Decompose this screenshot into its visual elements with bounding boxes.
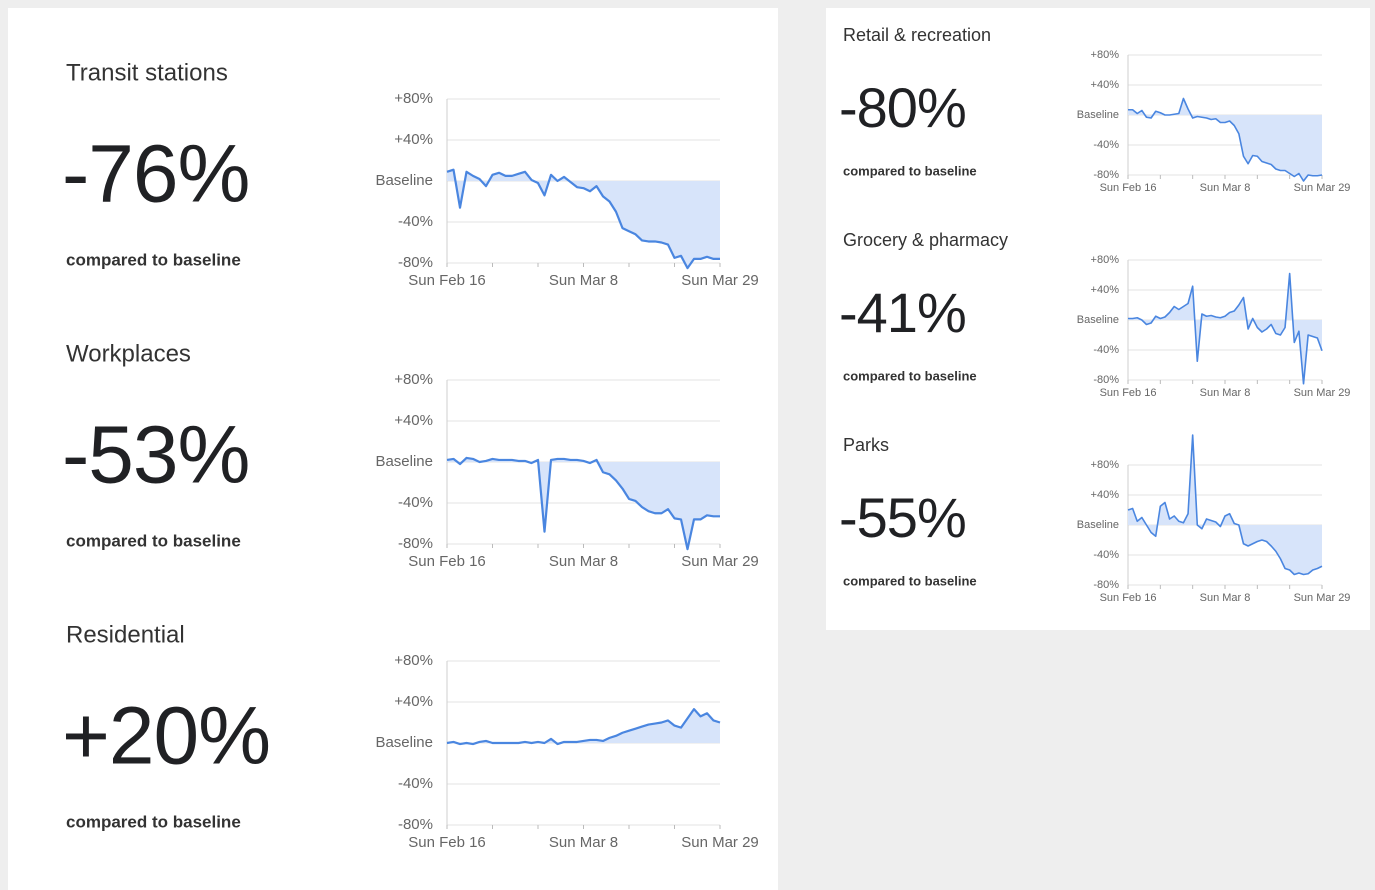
card-title: Parks [843, 435, 889, 455]
y-tick-label: +80% [394, 90, 433, 107]
headline-value: -55% [839, 486, 966, 549]
card-title: Residential [66, 621, 185, 648]
subtitle: compared to baseline [843, 368, 977, 383]
line [446, 168, 720, 270]
card-title: Transit stations [66, 59, 228, 86]
line [1127, 434, 1323, 576]
y-tick-label: -40% [398, 775, 433, 792]
line [446, 456, 720, 551]
y-tick-label: -80% [1093, 374, 1119, 386]
y-tick-label: -40% [398, 494, 433, 511]
area-fill [1128, 98, 1322, 181]
subtitle: compared to baseline [66, 531, 241, 550]
y-tick-label: +40% [394, 693, 433, 710]
x-tick-label: Sun Feb 16 [1100, 182, 1157, 194]
y-tick-label: Baseline [375, 734, 433, 751]
y-tick-label: Baseline [375, 453, 433, 470]
y-tick-label: +40% [1091, 284, 1120, 296]
y-tick-label: +40% [394, 412, 433, 429]
x-tick-label: Sun Mar 29 [681, 834, 759, 851]
card-title: Grocery & pharmacy [843, 230, 1008, 250]
x-tick-label: Sun Mar 8 [549, 553, 618, 570]
headline-value: -41% [839, 281, 966, 344]
y-tick-label: -80% [398, 254, 433, 271]
line [446, 708, 721, 746]
y-tick-label: -80% [1093, 579, 1119, 591]
y-tick-label: -80% [1093, 169, 1119, 181]
y-tick-label: +80% [1091, 254, 1120, 266]
x-tick-label: Sun Mar 8 [549, 834, 618, 851]
x-tick-label: Sun Mar 29 [1294, 387, 1351, 399]
y-tick-label: Baseline [1077, 314, 1119, 326]
y-tick-label: -40% [1093, 549, 1119, 561]
y-tick-label: +40% [1091, 489, 1120, 501]
headline-value: -80% [839, 76, 966, 139]
headline-value: +20% [62, 691, 270, 782]
subtitle: compared to baseline [843, 163, 977, 178]
x-tick-label: Sun Mar 8 [549, 272, 618, 289]
x-tick-label: Sun Mar 8 [1200, 592, 1251, 604]
subtitle: compared to baseline [843, 573, 977, 588]
x-tick-label: Sun Feb 16 [1100, 387, 1157, 399]
y-tick-label: -40% [1093, 344, 1119, 356]
y-tick-label: +80% [394, 652, 433, 669]
y-tick-label: -40% [1093, 139, 1119, 151]
line [1128, 97, 1323, 182]
headline-value: -76% [62, 129, 249, 220]
y-tick-label: -80% [398, 816, 433, 833]
y-tick-label: +80% [1091, 49, 1120, 61]
y-tick-label: +40% [1091, 79, 1120, 91]
y-tick-label: -40% [398, 213, 433, 230]
y-tick-label: +80% [394, 371, 433, 388]
subtitle: compared to baseline [66, 812, 241, 831]
y-tick-label: +40% [394, 131, 433, 148]
area-fill [447, 709, 720, 745]
y-tick-label: +80% [1091, 459, 1120, 471]
y-tick-label: Baseline [1077, 519, 1119, 531]
line [1128, 272, 1323, 385]
y-tick-label: Baseline [375, 172, 433, 189]
subtitle: compared to baseline [66, 250, 241, 269]
x-tick-label: Sun Feb 16 [1100, 592, 1157, 604]
x-tick-label: Sun Mar 8 [1200, 387, 1251, 399]
x-tick-label: Sun Mar 29 [1294, 592, 1351, 604]
headline-value: -53% [62, 410, 249, 501]
x-tick-label: Sun Mar 29 [1294, 182, 1351, 194]
y-tick-label: -80% [398, 535, 433, 552]
area-fill [1128, 435, 1322, 575]
card-title: Workplaces [66, 340, 191, 367]
x-tick-label: Sun Mar 8 [1200, 182, 1251, 194]
x-tick-label: Sun Mar 29 [681, 272, 759, 289]
area-fill [447, 169, 720, 269]
y-tick-label: Baseline [1077, 109, 1119, 121]
x-tick-label: Sun Feb 16 [408, 272, 486, 289]
area-fill [447, 457, 720, 550]
x-tick-label: Sun Mar 29 [681, 553, 759, 570]
card-title: Retail & recreation [843, 25, 991, 45]
x-tick-label: Sun Feb 16 [408, 834, 486, 851]
x-tick-label: Sun Feb 16 [408, 553, 486, 570]
